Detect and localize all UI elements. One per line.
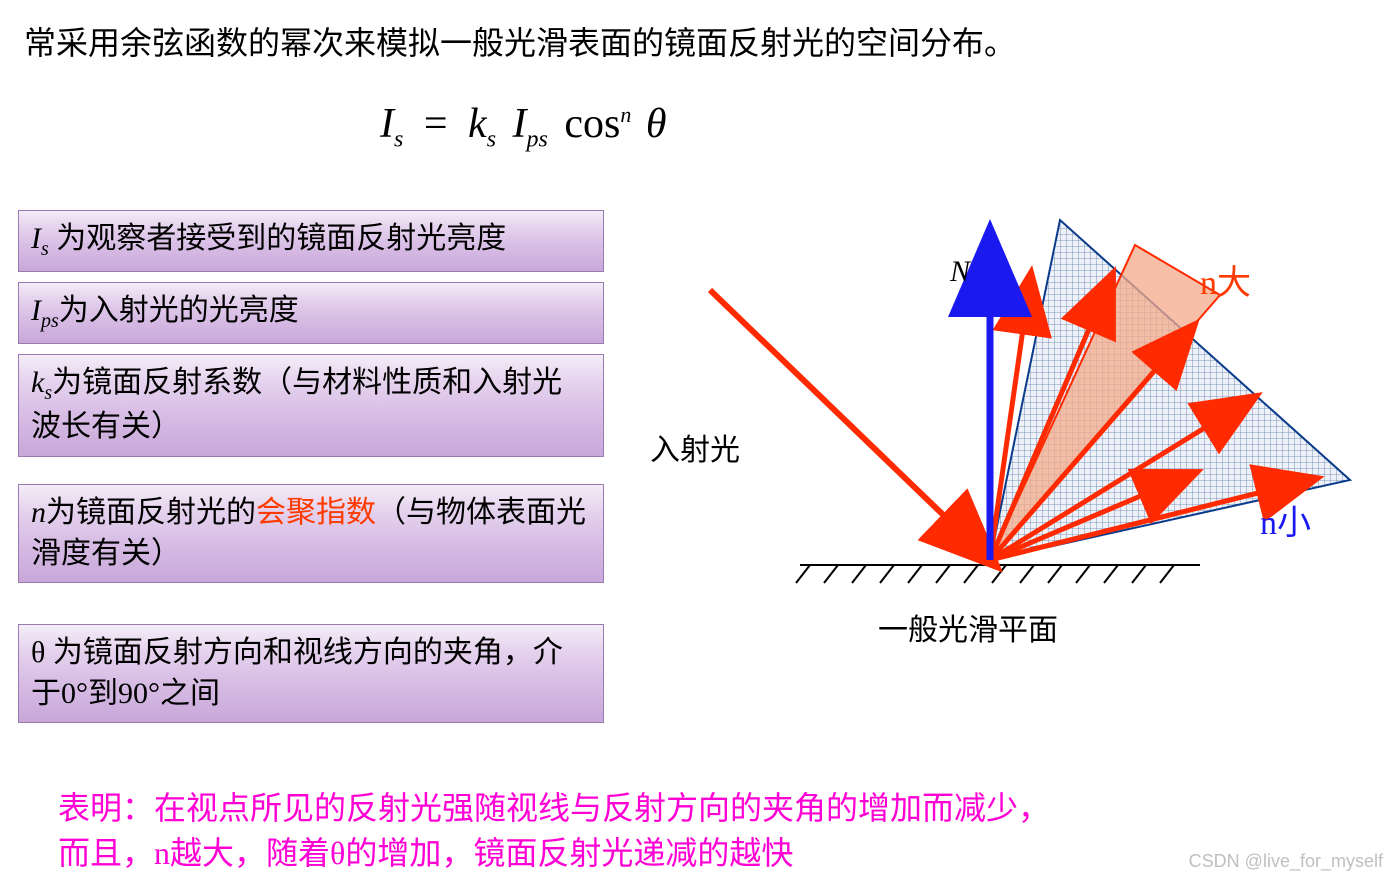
label-surface: 一般光滑平面: [878, 605, 1058, 649]
formula-cos: cos: [558, 101, 620, 147]
diagram-svg: [610, 210, 1370, 630]
label-n-large: n大: [1200, 255, 1251, 304]
formula-Ips-sub: ps: [527, 126, 548, 152]
definition-box-1: Ips为入射光的光亮度: [18, 282, 604, 344]
formula-Is-I: I: [380, 101, 394, 147]
definition-box-2: ks为镜面反射系数（与材料性质和入射光波长有关）: [18, 354, 604, 457]
formula-Ips-I: I: [507, 101, 527, 147]
conclusion-line1: 表明：在视点所见的反射光强随视线与反射方向的夹角的增加而减少，: [58, 790, 1050, 826]
label-N: N: [950, 255, 970, 289]
formula-theta: θ: [642, 101, 667, 147]
formula-eq: =: [414, 101, 458, 147]
label-incident: 入射光: [650, 425, 740, 469]
definition-box-4: θ 为镜面反射方向和视线方向的夹角，介于0°到90°之间: [18, 624, 604, 723]
conclusion-line2: 而且，n越大，随着θ的增加，镜面反射光递减的越快: [58, 835, 793, 871]
conclusion-text: 表明：在视点所见的反射光强随视线与反射方向的夹角的增加而减少， 而且，n越大，随…: [58, 786, 1258, 876]
formula-ks-k: k: [468, 101, 487, 147]
label-n-small: n小: [1260, 495, 1311, 544]
definition-box-3: n为镜面反射光的会聚指数（与物体表面光滑度有关）: [18, 484, 604, 583]
reflection-diagram: N 入射光 n大 n小 一般光滑平面: [610, 210, 1370, 630]
page-title: 常采用余弦函数的幂次来模拟一般光滑表面的镜面反射光的空间分布。: [24, 18, 1016, 64]
formula-Is-sub: s: [394, 126, 403, 152]
specular-formula: Is = ks Ips cosn θ: [380, 100, 667, 153]
watermark: CSDN @live_for_myself: [1189, 851, 1383, 872]
formula-sup-n: n: [620, 102, 631, 127]
definition-box-0: Is 为观察者接受到的镜面反射光亮度: [18, 210, 604, 272]
formula-ks-sub: s: [487, 126, 496, 152]
